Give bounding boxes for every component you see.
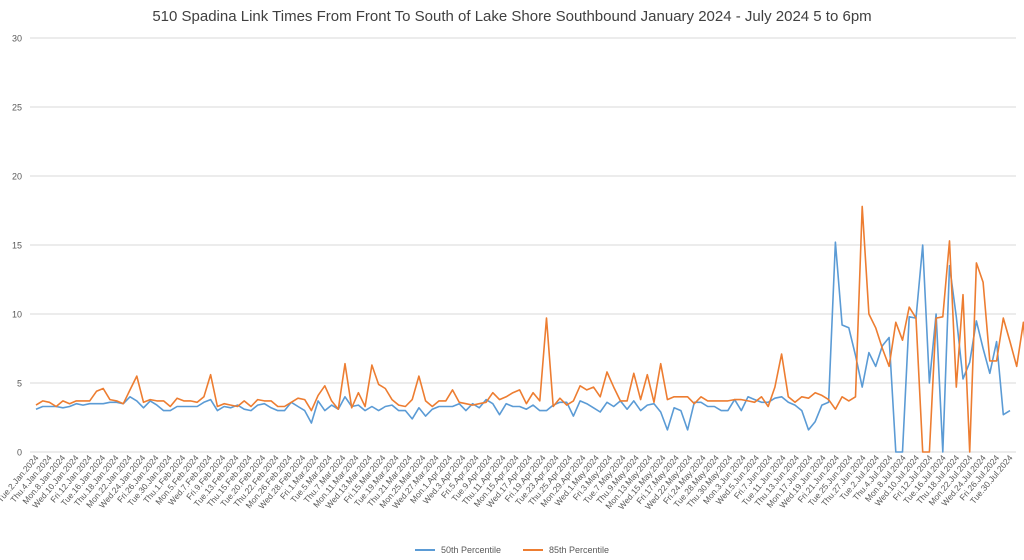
chart-title: 510 Spadina Link Times From Front To Sou… xyxy=(152,8,872,25)
legend-swatch-p85 xyxy=(523,549,543,551)
y-tick-label: 10 xyxy=(12,310,22,320)
legend-item-p85: 85th Percentile xyxy=(523,545,609,555)
y-tick-label: 5 xyxy=(17,379,22,389)
legend-label-p50: 50th Percentile xyxy=(440,545,501,555)
legend: 50th Percentile 85th Percentile xyxy=(0,545,1024,555)
series-line-50th-percentile xyxy=(35,241,1011,453)
series-line-85th-percentile xyxy=(35,205,1024,453)
y-tick-label: 25 xyxy=(12,103,22,113)
y-tick-label: 20 xyxy=(12,172,22,182)
series-lines xyxy=(35,205,1024,453)
gridlines xyxy=(30,37,1016,453)
y-tick-label: 0 xyxy=(17,448,22,458)
y-tick-label: 15 xyxy=(12,241,22,251)
legend-item-p50: 50th Percentile xyxy=(414,545,501,555)
y-tick-label: 30 xyxy=(12,34,22,44)
legend-label-p85: 85th Percentile xyxy=(549,545,610,555)
x-axis-ticks: Tue.2.Jan.2024Thu.4.Jan.2024Mon.8.Jan.20… xyxy=(0,453,1015,512)
legend-swatch-p50 xyxy=(414,549,435,551)
y-axis-ticks: 0 5 10 15 20 25 30 xyxy=(12,34,22,458)
